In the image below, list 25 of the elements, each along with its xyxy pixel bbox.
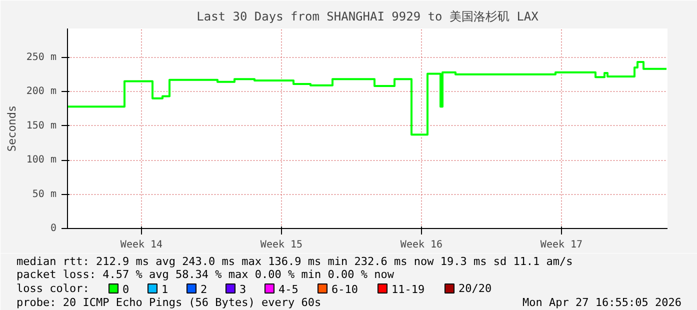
legend-label: 4-5 <box>278 283 298 296</box>
x-tick-label: Week 15 <box>260 240 303 250</box>
legend-label: 3 <box>240 283 246 296</box>
text: median rtt: 212.9 ms avg 243.0 ms max 136.9 ms min 232.6 ms now 19.3 ms sd 11.1 am/s <box>16 255 573 268</box>
y-tick-label: 50 m <box>32 188 57 200</box>
x-tick-label: Week 14 <box>120 240 163 250</box>
y-tick-label: 150 m <box>26 120 57 132</box>
y-tick-label: 0 <box>50 223 57 234</box>
legend-label: 20/20 <box>458 282 492 295</box>
y-tick-label: 200 m <box>26 86 57 98</box>
legend-label: 0 <box>122 283 130 296</box>
text: probe: 20 ICMP Echo Pings (56 Bytes) every 60s <box>16 296 322 309</box>
chart-title: Last 30 Days from SHANGHAI 9929 to 美国洛杉矶 LAX <box>196 10 540 24</box>
x-tick-label: Week 16 <box>400 240 443 250</box>
y-tick-label: 250 m <box>26 52 57 63</box>
text: packet loss: 4.57 % avg 58.34 % max 0.00 % min 0.00 % now <box>16 268 394 281</box>
y-tick-label: 100 m <box>26 154 57 166</box>
legend-label: 2 <box>200 283 208 296</box>
legend-title: loss color: <box>16 282 90 295</box>
legend-label: 1 <box>162 283 168 296</box>
legend-label: 6-10 <box>332 283 358 296</box>
legend-label: 11-19 <box>392 283 425 296</box>
text: Mon Apr 27 16:55:05 2026 <box>522 296 682 309</box>
y-axis-title: Seconds <box>5 105 18 152</box>
x-tick-label: Week 17 <box>540 240 583 250</box>
